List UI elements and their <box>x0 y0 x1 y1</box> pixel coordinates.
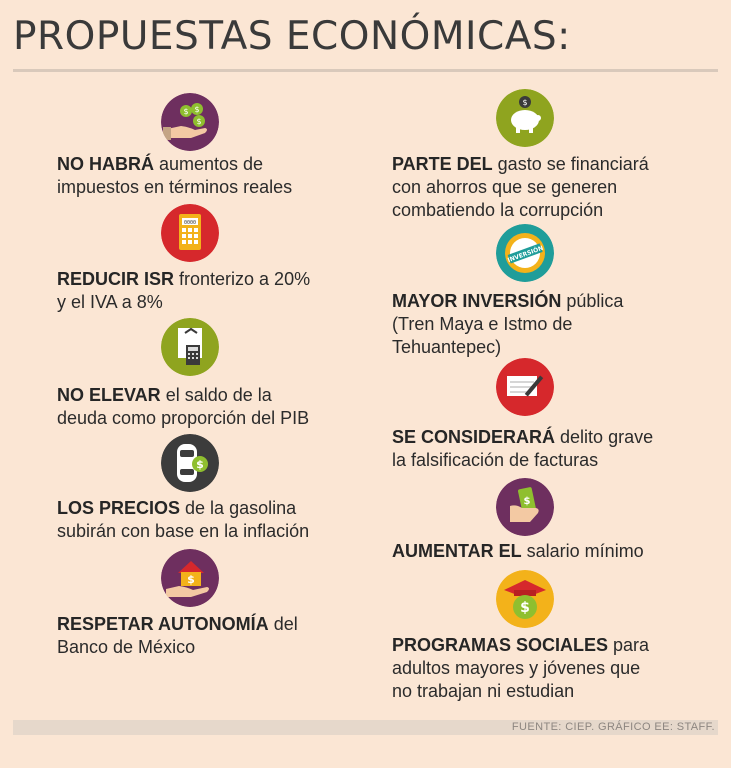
page-title: PROPUESTAS ECONÓMICAS: <box>13 14 571 59</box>
calculator-icon: 0000 <box>161 204 219 262</box>
svg-text:$: $ <box>183 107 188 116</box>
left-item-3: NO ELEVAR el saldo de la deuda como prop… <box>57 385 310 428</box>
graduation-dollar-icon: $ <box>496 570 554 628</box>
right-item-4: AUMENTAR EL salario mínimo <box>392 541 644 561</box>
svg-text:$: $ <box>520 600 530 616</box>
left-item-5: RESPETAR AUTONOMÍA del Banco de México <box>57 614 298 657</box>
left-item-1: NO HABRÁ aumentos de impuestos en términ… <box>57 154 293 197</box>
invoice-pen-icon <box>496 358 554 416</box>
hand-coins-icon: $ $ $ <box>161 93 219 151</box>
svg-text:$: $ <box>524 496 531 507</box>
right-item-5: PROGRAMAS SOCIALES para adultos mayores … <box>392 635 650 701</box>
inversion-seal-icon: INVERSIÓN <box>496 224 554 282</box>
right-item-2: MAYOR INVERSIÓN pública (Tren Maya e Ist… <box>392 291 624 357</box>
source-footer: FUENTE: CIEP. GRÁFICO EE: STAFF. <box>511 721 715 733</box>
footer-bar <box>13 720 718 735</box>
document-calculator-icon <box>161 318 219 376</box>
title-divider <box>13 69 718 72</box>
svg-text:0000: 0000 <box>184 220 196 226</box>
hand-money-icon: $ <box>496 478 554 536</box>
svg-text:$: $ <box>194 105 199 114</box>
car-dollar-icon: $ <box>161 434 219 492</box>
piggy-bank-icon: $ <box>496 89 554 147</box>
left-item-4: LOS PRECIOS de la gasolina subirán con b… <box>57 498 310 541</box>
svg-text:$: $ <box>187 573 195 586</box>
svg-text:$: $ <box>196 117 201 126</box>
svg-text:$: $ <box>522 98 527 107</box>
right-item-3: SE CONSIDERARÁ delito grave la falsifica… <box>392 427 654 470</box>
hand-house-icon: $ <box>161 549 219 607</box>
left-item-2: REDUCIR ISR fronterizo a 20% y el IVA a … <box>57 269 311 312</box>
right-item-1: PARTE DEL gasto se financiará con ahorro… <box>392 154 649 220</box>
svg-text:$: $ <box>196 458 204 471</box>
